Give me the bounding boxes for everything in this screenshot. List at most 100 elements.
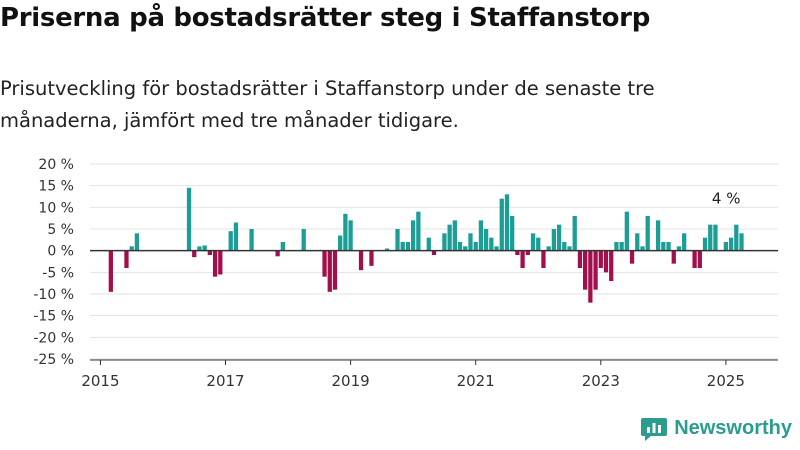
bar bbox=[202, 245, 207, 251]
bar bbox=[134, 233, 140, 251]
bar bbox=[702, 237, 708, 251]
bar bbox=[609, 250, 614, 281]
bar bbox=[572, 216, 577, 251]
y-tick-label: 5 % bbox=[47, 222, 74, 238]
bar bbox=[218, 250, 223, 275]
bar bbox=[556, 224, 562, 251]
newsworthy-logo: Newsworthy bbox=[640, 414, 792, 442]
bar bbox=[192, 250, 197, 258]
bar bbox=[468, 233, 473, 251]
bar bbox=[577, 250, 583, 268]
bar bbox=[228, 231, 233, 251]
x-tick-label: 2023 bbox=[582, 372, 620, 390]
bar bbox=[536, 237, 541, 251]
bar bbox=[583, 250, 588, 290]
bar bbox=[645, 216, 650, 251]
bar bbox=[457, 242, 463, 251]
bar bbox=[473, 242, 478, 251]
bar bbox=[338, 235, 343, 251]
bar bbox=[384, 248, 390, 251]
bar bbox=[416, 211, 421, 251]
bar bbox=[348, 220, 353, 251]
bar bbox=[405, 242, 411, 251]
y-axis-labels: 20 % 15 % 10 % 5 % 0 % -5 % -10 % -15 % -20 % -25… bbox=[33, 157, 74, 368]
x-axis-labels: 2015 2017 2019 2021 2023 2025 bbox=[81, 360, 745, 390]
bar bbox=[629, 250, 635, 264]
bar bbox=[494, 246, 499, 251]
bar bbox=[442, 233, 447, 251]
bar bbox=[666, 242, 671, 251]
bar bbox=[124, 250, 129, 268]
x-tick-label: 2017 bbox=[206, 372, 244, 390]
chart-subtitle: Prisutveckling för bostadsrätter i Staff… bbox=[0, 77, 655, 132]
grid-lines bbox=[90, 163, 778, 360]
bar bbox=[322, 250, 327, 277]
bar bbox=[671, 250, 676, 264]
bar bbox=[692, 250, 697, 268]
bar bbox=[411, 220, 416, 251]
bar-chart-logo-icon bbox=[641, 418, 668, 441]
bar bbox=[463, 246, 468, 251]
bar bbox=[431, 250, 437, 255]
bar bbox=[661, 242, 666, 251]
bar bbox=[447, 224, 452, 251]
bar bbox=[249, 229, 254, 251]
bar bbox=[619, 242, 624, 251]
bar bbox=[525, 250, 530, 255]
bar bbox=[551, 229, 557, 251]
bar bbox=[358, 250, 364, 271]
bar bbox=[697, 250, 702, 268]
y-tick-label: -10 % bbox=[33, 287, 74, 303]
bar bbox=[129, 246, 134, 251]
bar bbox=[108, 250, 113, 292]
bar bbox=[739, 233, 744, 251]
bar bbox=[520, 250, 525, 268]
bar bbox=[546, 246, 551, 251]
y-tick-label: 0 % bbox=[47, 244, 74, 260]
bar bbox=[504, 194, 510, 251]
y-tick-label: 10 % bbox=[38, 200, 74, 216]
bar bbox=[603, 250, 609, 273]
brand-name: Newsworthy bbox=[674, 416, 792, 439]
bar bbox=[562, 242, 567, 251]
bar bbox=[452, 220, 457, 251]
bar bbox=[734, 224, 739, 251]
bar bbox=[614, 242, 619, 251]
bar bbox=[593, 250, 598, 290]
bar bbox=[343, 213, 348, 251]
y-tick-label: -5 % bbox=[42, 265, 74, 281]
bar bbox=[369, 250, 374, 266]
bar bbox=[598, 250, 603, 268]
bar bbox=[713, 224, 718, 251]
chart-title: Priserna på bostadsrätter steg i Staffan… bbox=[0, 3, 651, 33]
bar bbox=[682, 233, 687, 251]
annotations: 4 % bbox=[712, 189, 741, 207]
bar bbox=[332, 250, 338, 290]
bar bbox=[207, 250, 213, 255]
bar bbox=[280, 242, 285, 251]
bars bbox=[108, 187, 744, 303]
bar bbox=[301, 229, 306, 251]
annotation-label: 4 % bbox=[712, 189, 741, 207]
bar bbox=[212, 250, 218, 277]
bar bbox=[483, 229, 489, 251]
bar bbox=[478, 220, 484, 251]
bar bbox=[567, 246, 572, 251]
bar bbox=[426, 237, 431, 251]
bar bbox=[499, 198, 504, 251]
bar bbox=[728, 237, 734, 251]
bar bbox=[510, 216, 515, 251]
bar bbox=[275, 250, 280, 257]
x-tick-label: 2015 bbox=[81, 372, 119, 390]
bar bbox=[489, 237, 494, 251]
bar bbox=[624, 211, 629, 251]
bar bbox=[655, 220, 661, 251]
bar bbox=[400, 242, 405, 251]
y-tick-label: 20 % bbox=[38, 157, 74, 173]
y-tick-label: -15 % bbox=[33, 309, 74, 325]
bar bbox=[186, 187, 192, 251]
bar bbox=[588, 250, 593, 303]
bar bbox=[541, 250, 546, 268]
y-tick-label: -20 % bbox=[33, 330, 74, 346]
bar bbox=[197, 246, 202, 251]
